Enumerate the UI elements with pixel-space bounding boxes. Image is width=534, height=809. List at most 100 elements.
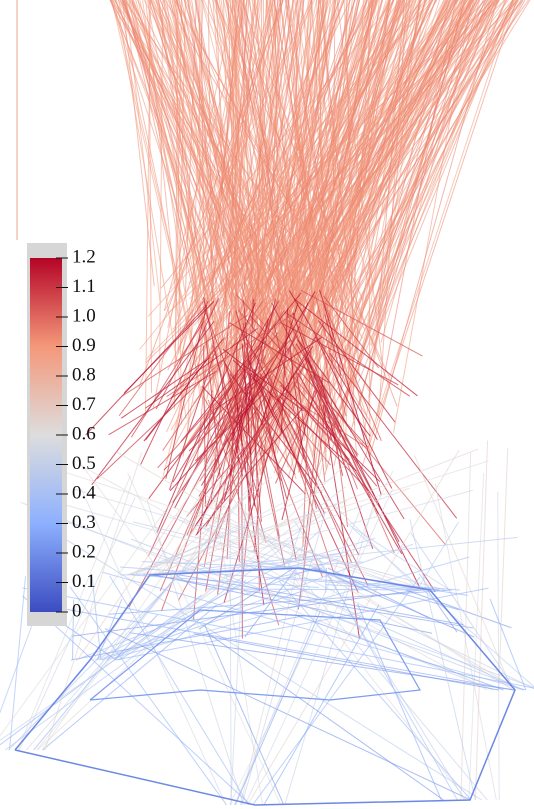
- mesh-edge: [215, 336, 323, 410]
- mesh-edge: [229, 470, 394, 806]
- mesh-edge: [273, 324, 317, 509]
- mesh-edge: [118, 298, 206, 417]
- mesh-edge: [155, 0, 335, 370]
- mesh-edge: [329, 353, 458, 519]
- mesh-edge: [163, 536, 518, 576]
- colorbar-tick-label: 1.0: [72, 305, 96, 326]
- mesh-edge: [309, 0, 426, 354]
- mesh-edge: [164, 0, 315, 311]
- mesh-edge: [410, 532, 516, 691]
- mesh-edge: [201, 291, 316, 486]
- mesh-edge: [315, 384, 358, 490]
- mesh-edge: [297, 372, 403, 555]
- mesh-edge: [198, 390, 270, 497]
- mesh-edge: [314, 0, 463, 355]
- mesh-edge: [132, 0, 316, 458]
- mesh-edge: [155, 312, 207, 410]
- mesh-edge: [319, 0, 492, 415]
- mesh-edge: [247, 357, 275, 419]
- mesh-edge: [322, 404, 360, 639]
- mesh-edge: [228, 0, 290, 422]
- mesh-edge: [203, 329, 252, 567]
- mesh-edge: [285, 576, 460, 591]
- mesh-edge: [174, 362, 251, 509]
- mesh-edge: [109, 0, 299, 468]
- mesh-edge: [119, 579, 247, 661]
- mesh-edge: [163, 489, 474, 576]
- mesh-edge: [0, 512, 326, 741]
- mesh-edge: [416, 521, 459, 591]
- mesh-edge: [289, 0, 517, 404]
- mesh-edge: [316, 0, 331, 365]
- mesh-edge: [22, 595, 252, 806]
- mesh-edge: [204, 300, 280, 429]
- mesh-edge: [498, 447, 509, 691]
- mesh-edge: [159, 0, 164, 376]
- colorbar-tick-label: 0.5: [72, 453, 96, 474]
- colorbar-tick-label: 0.3: [72, 512, 96, 533]
- mesh-edge: [309, 347, 326, 482]
- mesh-edge: [234, 611, 321, 806]
- mesh-edge: [413, 455, 513, 691]
- mesh-edge: [138, 0, 284, 388]
- mesh-edge: [131, 0, 309, 372]
- mesh-edge: [222, 304, 277, 432]
- mesh-edge: [101, 588, 308, 661]
- mesh-edge: [131, 320, 205, 438]
- mesh-edge: [71, 599, 75, 661]
- mesh-edge: [0, 463, 201, 737]
- mesh-edge: [314, 567, 475, 638]
- mesh-edge: [111, 0, 182, 299]
- mesh-edge: [261, 0, 328, 326]
- mesh-edge: [243, 300, 262, 522]
- mesh-inner: [89, 609, 421, 701]
- mesh-edge: [295, 614, 504, 691]
- mesh-edge: [145, 0, 179, 317]
- mesh-edge: [253, 368, 260, 592]
- mesh-edge: [284, 311, 410, 397]
- colorbar-tick-label: 0.4: [72, 482, 96, 503]
- mesh-edge: [129, 0, 368, 406]
- mesh-edge: [157, 332, 279, 469]
- mesh-edge: [249, 397, 253, 503]
- mesh-edge: [474, 440, 489, 801]
- mesh-edge: [212, 0, 242, 392]
- mesh-edge: [226, 0, 399, 408]
- mesh-edge: [204, 461, 467, 801]
- mesh-edge: [257, 0, 279, 361]
- mesh-edge: [244, 0, 356, 359]
- mesh-edge: [271, 0, 401, 320]
- mesh-edge: [96, 598, 123, 661]
- mesh-edge: [192, 486, 514, 691]
- mesh-edge: [320, 0, 374, 293]
- mesh-edge: [193, 390, 213, 620]
- mesh-edge: [170, 337, 226, 399]
- mesh-edge: [263, 0, 377, 458]
- mesh-edge: [206, 0, 400, 286]
- mesh-edge: [22, 587, 534, 689]
- mesh-edge: [338, 0, 468, 302]
- mesh-edge: [159, 0, 312, 344]
- mesh-edge: [31, 460, 427, 591]
- colorbar-tick-label: 0.7: [72, 394, 96, 415]
- mesh-edge: [229, 504, 232, 806]
- mesh-edge: [489, 598, 527, 691]
- mesh-edge: [92, 456, 226, 661]
- mesh-edge: [112, 0, 202, 382]
- mesh-edge: [212, 0, 311, 328]
- mesh-edge: [130, 538, 525, 691]
- mesh-edge: [409, 519, 476, 801]
- mesh-edge: [240, 389, 262, 594]
- mesh-edge: [297, 339, 371, 437]
- mesh-edge: [163, 0, 221, 404]
- mesh-edge: [17, 475, 131, 751]
- mesh-edge: [121, 315, 248, 397]
- mesh-edge: [174, 487, 410, 576]
- mesh-edge: [205, 379, 299, 528]
- mesh-edge: [126, 460, 489, 576]
- mesh-edge: [137, 0, 214, 371]
- mesh-edge: [208, 633, 444, 801]
- mesh-edge: [116, 0, 187, 419]
- mesh-edge: [252, 576, 421, 806]
- mesh-edge: [247, 449, 460, 806]
